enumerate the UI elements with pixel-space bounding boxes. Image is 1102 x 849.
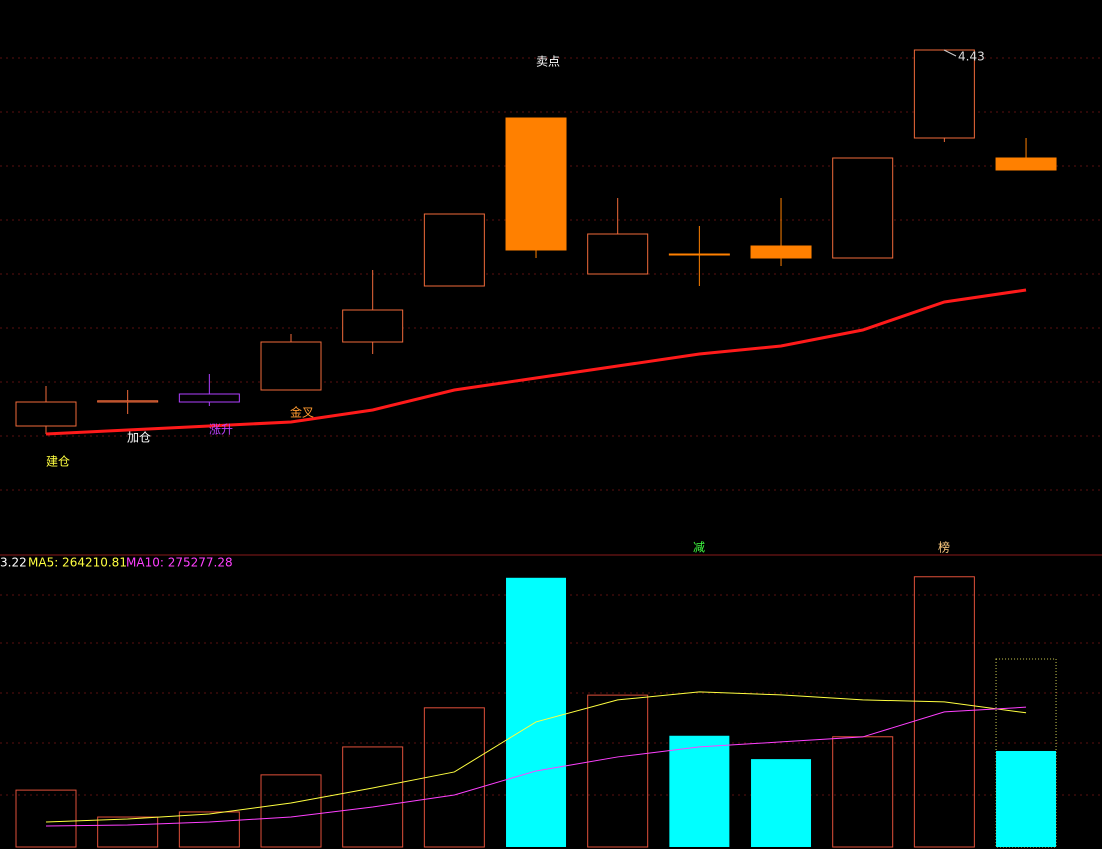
annotation: 加仓 bbox=[127, 431, 151, 445]
volume-bar bbox=[178, 811, 240, 848]
candle-body bbox=[750, 245, 812, 259]
candle-body bbox=[260, 341, 322, 391]
volume-bar bbox=[423, 707, 485, 848]
candle-body bbox=[995, 157, 1057, 171]
volume-bar bbox=[15, 789, 77, 848]
volume-bar bbox=[913, 576, 975, 848]
volume-bar bbox=[996, 750, 1057, 847]
candle-body bbox=[97, 400, 159, 403]
legend-entry: MA5: 264210.81 bbox=[28, 556, 127, 570]
candle-body bbox=[587, 233, 649, 275]
candle-body bbox=[505, 117, 567, 251]
volume-bar bbox=[97, 816, 159, 848]
price-panel bbox=[15, 49, 1057, 436]
annotation: 卖点 bbox=[536, 55, 560, 69]
max-pointer bbox=[943, 49, 957, 57]
volume-ma bbox=[45, 706, 1027, 827]
candle-body bbox=[668, 253, 730, 256]
candle-body bbox=[423, 213, 485, 287]
annotation: 建仓 bbox=[46, 455, 70, 469]
signal: 榜 bbox=[938, 540, 950, 555]
annotation: 涨升 bbox=[209, 422, 233, 437]
volume-bar bbox=[587, 694, 649, 848]
candle-body bbox=[913, 49, 975, 139]
volume-panel bbox=[15, 576, 1057, 848]
candle-body bbox=[15, 401, 77, 427]
annotation: 金叉 bbox=[290, 405, 314, 420]
volume-bar bbox=[832, 736, 894, 848]
volume-bar bbox=[669, 735, 730, 847]
volume-ma bbox=[45, 691, 1027, 823]
moving-average bbox=[45, 288, 1027, 436]
grid bbox=[0, 57, 1102, 796]
legend-entry: MA10: 275277.28 bbox=[126, 556, 233, 570]
max-label: 4.43 bbox=[958, 50, 985, 64]
volume-bar bbox=[260, 774, 322, 848]
candle-body bbox=[178, 393, 240, 403]
candle-body bbox=[342, 309, 404, 343]
legend-entry: 3.22 bbox=[0, 556, 27, 570]
signal: 减 bbox=[693, 541, 705, 555]
candle-body bbox=[832, 157, 894, 259]
volume-bar bbox=[342, 746, 404, 848]
volume-bar bbox=[751, 759, 812, 847]
volume-bar bbox=[506, 577, 567, 847]
